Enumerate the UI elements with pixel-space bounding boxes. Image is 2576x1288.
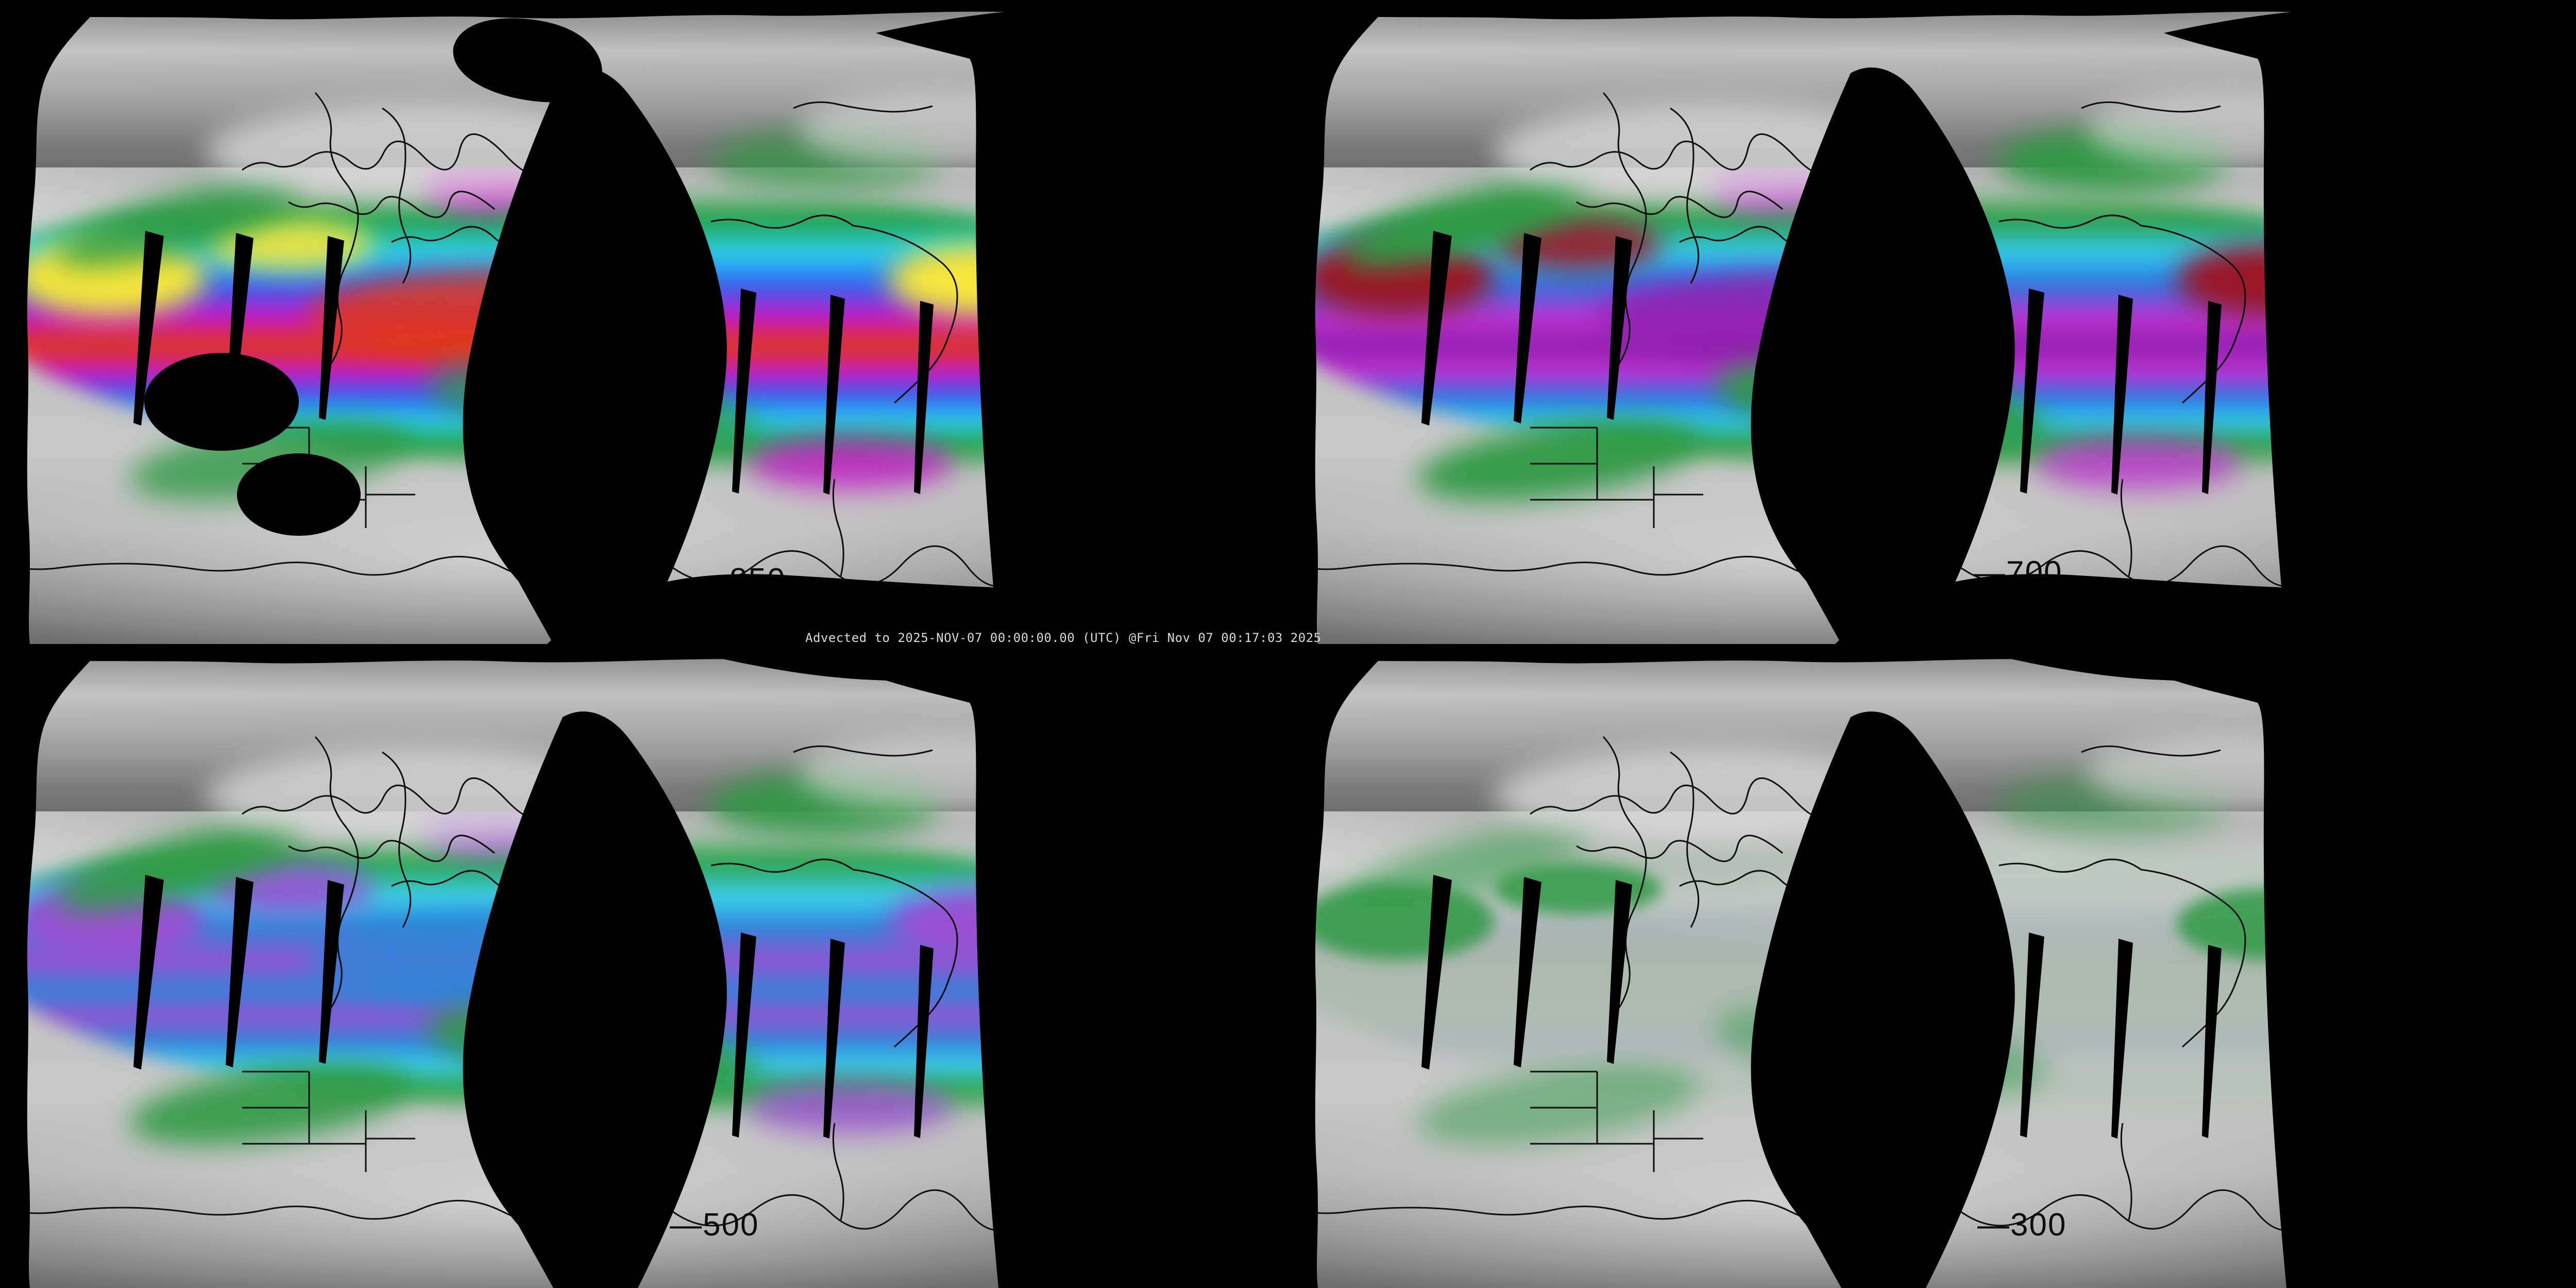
- state-borders: [241, 1071, 416, 1173]
- panel-layer-700: —700: [1288, 0, 2576, 644]
- state-borders: [1529, 1071, 1704, 1173]
- dry-land-dark-patch: [237, 453, 361, 536]
- swath-gap-right: [876, 0, 1288, 644]
- projection-left-gap: [1288, 0, 1394, 644]
- projection-left-gap: [0, 0, 106, 644]
- swath-gap-right: [2164, 644, 2576, 1288]
- swath-gap-right: [876, 644, 1288, 1288]
- state-borders: [1529, 427, 1704, 529]
- panel-layer-850: —850: [0, 0, 1288, 644]
- swath-gap-right: [2164, 0, 2576, 644]
- panel-overlay: —500: [0, 644, 1288, 1288]
- panel-layer-300: —300: [1288, 644, 2576, 1288]
- projection-left-gap: [1288, 644, 1394, 1288]
- panel-layer-500: —500: [0, 644, 1288, 1288]
- panel-overlay: —850: [0, 0, 1288, 644]
- swath-gap-center: [1751, 711, 2015, 1288]
- swath-gap-center: [463, 711, 727, 1288]
- swath-gap-center: [463, 67, 727, 644]
- pressure-level-label: —300: [1977, 1207, 2066, 1243]
- caption-text: Advected to 2025-NOV-07 00:00:00.00 (UTC…: [805, 631, 1321, 645]
- dry-land-dark-patch: [144, 353, 299, 451]
- panel-overlay: —300: [1288, 644, 2576, 1288]
- advection-timestamp-caption: Advected to 2025-NOV-07 00:00:00.00 (UTC…: [805, 631, 1321, 645]
- projection-left-gap: [0, 644, 106, 1288]
- pressure-level-label: —500: [670, 1207, 759, 1243]
- panel-overlay: —700: [1288, 0, 2576, 644]
